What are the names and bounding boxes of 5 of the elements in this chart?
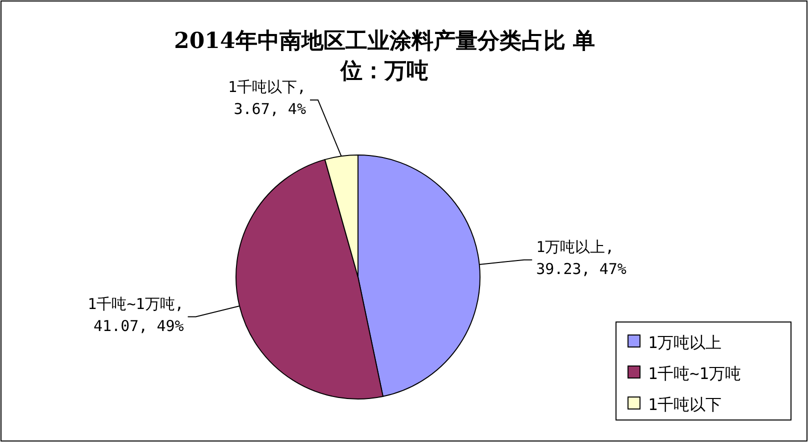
legend-label: 1千吨~1万吨 — [648, 364, 741, 383]
legend-label: 1千吨以下 — [648, 395, 722, 414]
data-label: 1万吨以上, 39.23, 47% — [536, 238, 626, 278]
legend-label: 1万吨以上 — [648, 333, 722, 352]
data-label: 1千吨~1万吨, 41.07, 49% — [88, 294, 184, 335]
